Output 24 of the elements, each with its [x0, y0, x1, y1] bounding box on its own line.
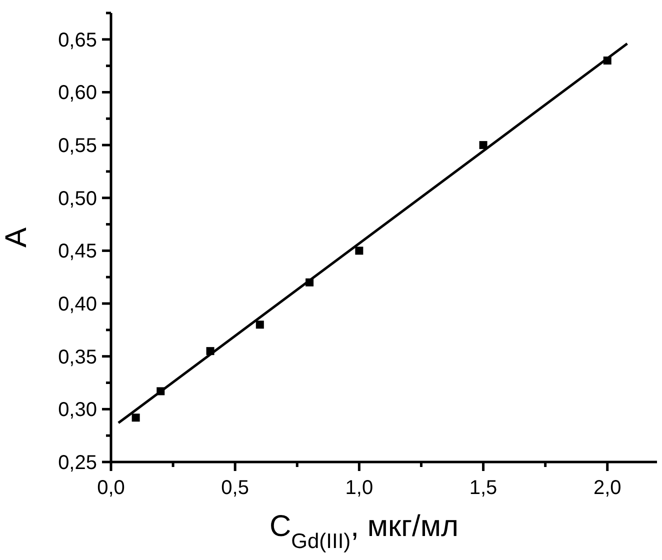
y-tick-label: 0,50 [58, 188, 97, 210]
x-tick-label: 1,0 [345, 477, 374, 499]
point [206, 347, 214, 356]
x-tick-label: 0,0 [97, 477, 125, 499]
y-tick-label: 0,65 [58, 29, 97, 52]
point [132, 414, 140, 422]
y-axis-title: A [0, 227, 33, 248]
x-tick-label: 0,5 [221, 477, 249, 499]
point [306, 278, 314, 286]
point [256, 320, 264, 329]
x-tick-label: 2,0 [593, 477, 622, 499]
y-tick-label: 0,25 [58, 452, 97, 474]
point [603, 56, 612, 65]
x-axis-title: C$_{Gd(III)}$, мкг/мл [269, 510, 459, 552]
point [156, 387, 165, 396]
y-tick-label: 0,40 [58, 294, 97, 316]
y-tick-label: 0,30 [58, 399, 97, 422]
y-tick-label: 0,35 [58, 346, 97, 368]
point [355, 246, 364, 255]
y-tick-label: 0,55 [58, 135, 97, 158]
y-tick-label: 0,60 [58, 82, 97, 104]
y-tick-label: 0,45 [58, 240, 97, 263]
point [479, 141, 488, 150]
x-tick-label: 1,5 [469, 477, 498, 499]
